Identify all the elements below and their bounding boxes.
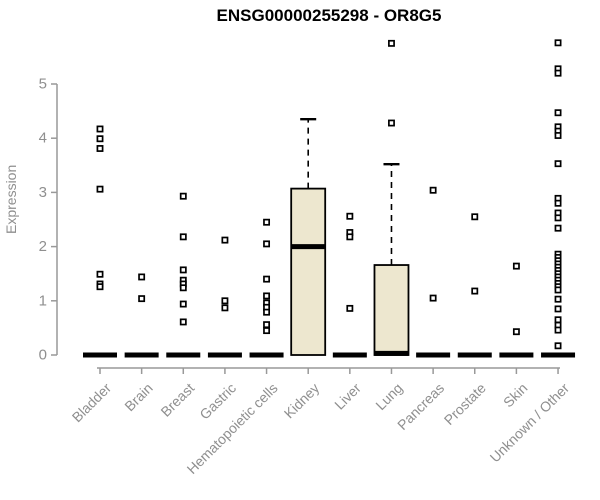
outlier-point — [554, 214, 562, 222]
x-tick-label: Bladder — [69, 380, 115, 426]
outlier-point — [346, 304, 354, 312]
outlier-point — [554, 295, 562, 303]
outlier-point — [263, 275, 271, 283]
outlier-point — [388, 119, 395, 127]
outlier-point — [554, 316, 562, 324]
x-tick-label: Kidney — [281, 380, 323, 422]
outlier-point — [471, 287, 479, 295]
outlier-point — [179, 233, 187, 241]
outlier-point — [554, 224, 562, 232]
y-tick-label: 5 — [39, 76, 47, 93]
outlier-point — [346, 233, 354, 241]
outlier-point — [221, 297, 229, 305]
outlier-point — [388, 39, 395, 47]
outlier-point — [554, 342, 562, 350]
outlier-point — [138, 295, 146, 303]
outlier-point — [96, 270, 104, 278]
outlier-point — [221, 236, 229, 244]
outlier-point — [263, 240, 271, 248]
x-tick-label: Brain — [121, 380, 155, 414]
y-tick-label: 4 — [39, 130, 47, 147]
outlier-point — [554, 305, 562, 313]
outlier-point — [512, 328, 520, 336]
outlier-point — [554, 326, 562, 334]
outlier-point — [429, 186, 437, 194]
outlier-point — [96, 185, 104, 193]
outlier-point — [96, 283, 104, 291]
box — [290, 187, 327, 356]
outlier-point — [554, 109, 562, 117]
y-tick-label: 3 — [39, 184, 47, 201]
outlier-point — [96, 125, 104, 133]
outlier-point — [554, 132, 562, 139]
outlier-point — [179, 318, 187, 326]
y-tick-label: 2 — [39, 238, 47, 255]
x-tick-label: Breast — [157, 380, 197, 420]
box — [373, 264, 410, 356]
outlier-point — [96, 145, 104, 152]
outlier-point — [221, 304, 229, 312]
x-tick-label: Skin — [500, 380, 531, 411]
outlier-point — [263, 321, 271, 329]
outlier-point — [263, 327, 271, 335]
outlier-point — [471, 213, 479, 221]
y-tick-label: 1 — [39, 292, 47, 309]
outlier-point — [554, 39, 562, 47]
y-tick-label: 0 — [39, 347, 47, 364]
outlier-point — [96, 135, 104, 143]
outlier-point — [554, 69, 562, 77]
outlier-point — [179, 192, 187, 200]
outlier-point — [263, 292, 271, 300]
outlier-point — [512, 262, 520, 270]
x-tick-label: Unknown / Other — [487, 380, 573, 466]
outlier-point — [263, 218, 271, 226]
chart-title: ENSG00000255298 - OR8G5 — [216, 6, 442, 25]
outlier-point — [429, 294, 437, 302]
outlier-point — [554, 199, 562, 207]
outlier-point — [179, 266, 187, 274]
outlier-point — [138, 273, 146, 281]
outlier-point — [263, 308, 271, 316]
x-tick-label: Lung — [372, 380, 405, 413]
x-tick-label: Liver — [331, 380, 364, 413]
x-tick-label: Prostate — [441, 380, 489, 428]
outlier-point — [554, 286, 562, 294]
outlier-point — [346, 212, 354, 220]
outlier-point — [179, 284, 187, 292]
outlier-point — [554, 160, 562, 168]
outlier-point — [179, 300, 187, 308]
